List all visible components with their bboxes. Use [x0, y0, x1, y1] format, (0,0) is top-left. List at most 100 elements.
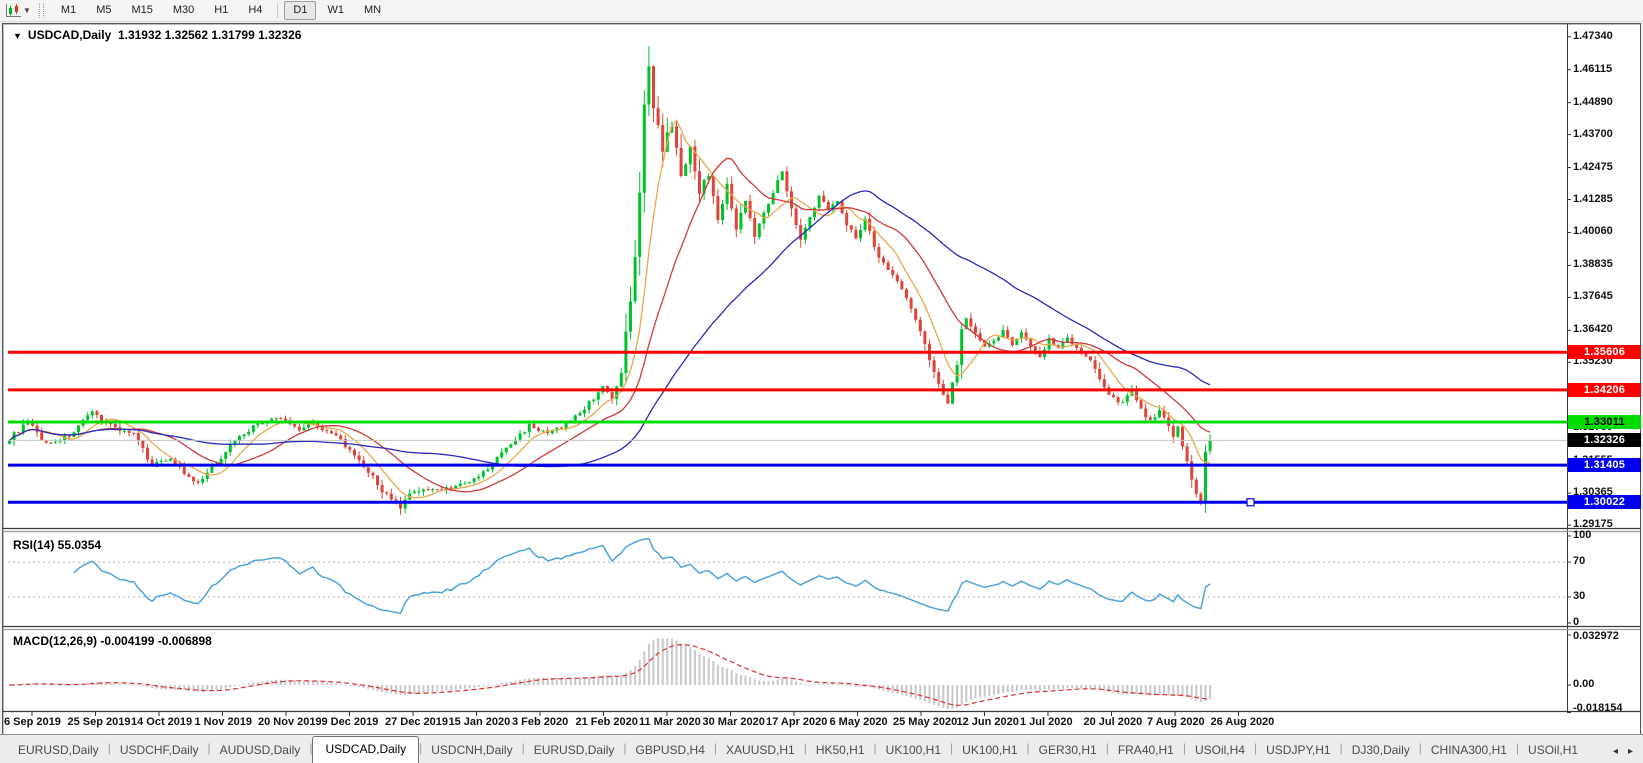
tab-scroll-right-icon[interactable]: ▸	[1627, 746, 1633, 757]
price-axis-tick-1.44890: 1.44890	[1573, 95, 1613, 108]
price-axis[interactable]	[1568, 23, 1641, 713]
price-line-label-1.31405: 1.31405	[1568, 458, 1641, 473]
chart-tab-CHINA300-H1[interactable]: CHINA300,H1	[1430, 743, 1507, 757]
timeframe-button-H1[interactable]: H1	[214, 4, 229, 16]
time-axis-label-11-Mar-2020: 11 Mar 2020	[639, 716, 701, 728]
time-axis-label-25-May-2020: 25 May 2020	[893, 716, 958, 728]
time-axis-label-6-Sep-2019: 6 Sep 2019	[4, 716, 61, 728]
tab-separator: |	[1026, 741, 1030, 755]
chart-tab-USDJPY-H1[interactable]: USDJPY,H1	[1266, 743, 1331, 757]
price-line-label-1.30022: 1.30022	[1568, 495, 1641, 510]
chart-tab-USOil-H1[interactable]: USOil,H1	[1528, 743, 1579, 757]
time-axis-label-30-Mar-2020: 30 Mar 2020	[702, 716, 765, 728]
tab-separator: |	[803, 741, 807, 755]
time-axis-label-20-Jul-2020: 20 Jul 2020	[1083, 716, 1143, 728]
time-axis-label-9-Dec-2019: 9 Dec 2019	[321, 716, 379, 728]
time-axis-label-27-Dec-2019: 27 Dec 2019	[385, 716, 448, 728]
chart-tab-USDCAD-Daily[interactable]: USDCAD,Daily	[312, 736, 420, 763]
time-axis-label-26-Aug-2020: 26 Aug 2020	[1210, 716, 1275, 728]
timeframe-toolbar: M1 M5 M15 M30 H1 H4 D1 W1 MN	[51, 1, 391, 20]
chart-title: ▼ USDCAD,Daily 1.31932 1.32562 1.31799 1.…	[13, 28, 301, 42]
chart-tab-GBPUSD-H4[interactable]: GBPUSD,H4	[635, 743, 705, 757]
chart-tab-USDCNH-Daily[interactable]: USDCNH,Daily	[431, 743, 513, 757]
time-axis-label-12-Jun-2020: 12 Jun 2020	[956, 716, 1019, 728]
time-axis-label-3-Feb-2020: 3 Feb 2020	[512, 716, 569, 728]
rsi-axis-tick-100: 100	[1573, 529, 1592, 541]
timeframe-button-M1[interactable]: M1	[60, 4, 77, 16]
tab-separator: |	[521, 741, 525, 755]
chart-tab-FRA40-H1[interactable]: FRA40,H1	[1117, 743, 1174, 757]
timeframe-button-MN[interactable]: MN	[363, 4, 382, 16]
tab-separator: |	[950, 741, 954, 755]
price-axis-tick-1.30365: 1.30365	[1573, 486, 1613, 499]
chart-title-text: USDCAD,Daily 1.31932 1.32562 1.31799 1.3…	[27, 28, 302, 42]
price-axis-tick-1.36420: 1.36420	[1573, 323, 1613, 336]
macd-axis-tick-0.00: 0.00	[1573, 678, 1595, 690]
time-axis-label-20-Nov-2019: 20 Nov 2019	[258, 716, 322, 728]
chart-tab-AUDUSD-Daily[interactable]: AUDUSD,Daily	[219, 743, 301, 757]
tab-separator: |	[1339, 741, 1343, 755]
rsi-axis-tick-30: 30	[1573, 589, 1586, 602]
price-axis-tick-1.38835: 1.38835	[1573, 258, 1613, 271]
chart-tab-EURUSD-Daily[interactable]: EURUSD,Daily	[18, 743, 99, 757]
tab-separator: |	[419, 741, 423, 755]
price-axis-tick-1.47340: 1.47340	[1573, 29, 1613, 42]
timeframe-button-D1[interactable]: D1	[284, 1, 317, 20]
timeframe-button-H4[interactable]: H4	[248, 4, 263, 16]
rsi-indicator-label: RSI(14) 55.0354	[13, 538, 102, 552]
chart-tab-USDCHF-Daily[interactable]: USDCHF,Daily	[119, 743, 199, 757]
time-axis-label-21-Feb-2020: 21 Feb 2020	[575, 716, 638, 728]
price-axis-tick-1.29175: 1.29175	[1573, 518, 1613, 531]
chart-tab-XAUUSD-H1[interactable]: XAUUSD,H1	[726, 743, 795, 757]
chart-tab-UK100-H1[interactable]: UK100,H1	[885, 743, 942, 757]
timeframe-button-M15[interactable]: M15	[131, 4, 153, 16]
tab-separator: |	[713, 741, 718, 755]
time-axis-label-7-Aug-2020: 7 Aug 2020	[1147, 716, 1205, 728]
tab-separator: |	[1105, 741, 1109, 755]
timeframe-button-M5[interactable]: M5	[96, 4, 112, 16]
tab-separator: |	[1182, 741, 1186, 755]
chart-type-dropdown-icon[interactable]: ▼	[23, 6, 31, 15]
chart-tab-HK50-H1[interactable]: HK50,H1	[815, 743, 865, 757]
tab-scroll-arrows: ◂ ▸	[1607, 746, 1643, 763]
chart-tab-bar: EURUSD,Daily | USDCHF,Daily | AUDUSD,Daily | U…	[0, 734, 1643, 763]
time-axis-label-14-Oct-2019: 14 Oct 2019	[131, 716, 193, 728]
tab-separator: |	[309, 741, 313, 755]
time-axis-label-6-May-2020: 6 May 2020	[829, 716, 888, 728]
price-line-label-1.34206: 1.34206	[1568, 382, 1641, 397]
price-line-label-1.33011: 1.33011	[1568, 414, 1641, 429]
time-axis-label-1-Nov-2019: 1 Nov 2019	[194, 716, 252, 728]
price-line-label-1.35606: 1.35606	[1568, 345, 1641, 360]
chart-tab-DJ30-Daily[interactable]: DJ30,Daily	[1351, 743, 1410, 757]
chart-type-icon[interactable]	[5, 3, 22, 18]
price-axis-tick-1.37645: 1.37645	[1573, 290, 1613, 303]
toolbar-separator	[277, 3, 279, 18]
timeframe-button-M30[interactable]: M30	[172, 4, 195, 16]
time-axis-label-1-Jul-2020: 1 Jul 2020	[1020, 716, 1073, 728]
price-axis-tick-1.41285: 1.41285	[1573, 192, 1613, 205]
rsi-axis-tick-0: 0	[1573, 616, 1580, 628]
time-axis-label-25-Sep-2019: 25 Sep 2019	[67, 716, 131, 728]
price-axis-tick-1.46115: 1.46115	[1573, 62, 1613, 75]
time-axis-label-15-Jan-2020: 15 Jan 2020	[448, 716, 511, 728]
tab-separator: |	[1418, 741, 1422, 755]
chart-tab-GER30-H1[interactable]: GER30,H1	[1038, 743, 1097, 757]
chart-tab-EURUSD-Daily[interactable]: EURUSD,Daily	[533, 743, 615, 757]
price-line-label-1.32326: 1.32326	[1568, 433, 1641, 448]
toolbar-grip[interactable]	[38, 3, 44, 18]
price-axis-tick-1.40060: 1.40060	[1573, 225, 1613, 238]
toolbar: ▼ M1 M5 M15 M30 H1 H4 D1 W1 MN	[0, 0, 1643, 22]
chart-tab-UK100-H1[interactable]: UK100,H1	[962, 743, 1018, 757]
chart-window	[2, 23, 1641, 735]
macd-axis-tick-0.032972: 0.032972	[1573, 630, 1619, 642]
tab-separator: |	[1515, 741, 1520, 755]
tab-separator: |	[623, 741, 627, 755]
timeframe-button-W1[interactable]: W1	[327, 4, 344, 16]
chart-tab-USOil-H4[interactable]: USOil,H4	[1194, 743, 1245, 757]
tab-scroll-left-icon[interactable]: ◂	[1612, 746, 1618, 757]
time-axis-label-17-Apr-2020: 17 Apr 2020	[766, 716, 828, 728]
symbol-dropdown-icon[interactable]: ▼	[13, 31, 22, 41]
price-axis-tick-1.43700: 1.43700	[1573, 127, 1613, 140]
tab-separator: |	[873, 741, 877, 755]
